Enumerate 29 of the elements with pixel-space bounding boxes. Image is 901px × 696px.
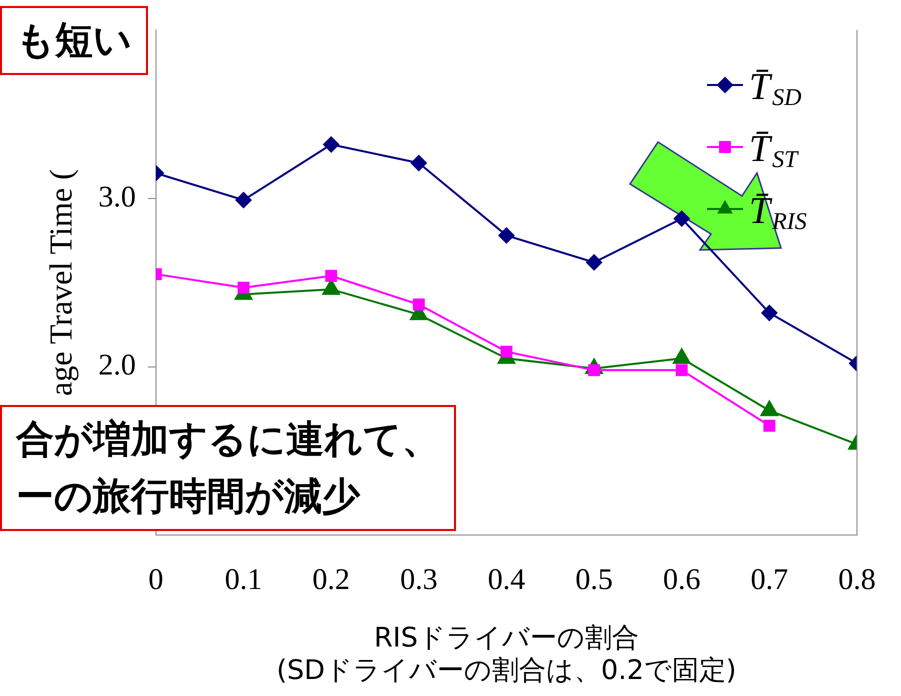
point bbox=[498, 227, 514, 244]
y-tick-label: 2.0 bbox=[98, 348, 136, 382]
x-tick-label: 0.5 bbox=[575, 563, 613, 596]
point bbox=[761, 304, 778, 321]
point bbox=[674, 210, 690, 227]
x-tick-label: 0.6 bbox=[662, 563, 700, 596]
y-tick-label: 3.0 bbox=[98, 180, 136, 214]
point bbox=[500, 346, 512, 358]
y-axis-title: age Travel Time ( bbox=[42, 169, 79, 396]
text: も短い bbox=[0, 6, 148, 75]
point bbox=[325, 270, 338, 282]
point bbox=[323, 136, 340, 153]
point bbox=[412, 298, 425, 310]
point bbox=[238, 282, 250, 294]
point bbox=[410, 155, 427, 172]
point bbox=[236, 192, 252, 208]
x-axis-title: RISドライバーの割合 (SDドライバーの割合は、0.2で固定) bbox=[276, 622, 736, 686]
x-tick-label: 0.2 bbox=[312, 563, 350, 596]
point bbox=[676, 364, 688, 376]
x-tick-label: 0 bbox=[148, 563, 164, 596]
point bbox=[586, 254, 602, 270]
x-tick-label: 0.4 bbox=[488, 563, 526, 596]
x-tick-label: 0.1 bbox=[224, 563, 262, 596]
annotation: 合が増加するに連れて、 bbox=[16, 416, 440, 463]
x-tick-label: 0.3 bbox=[400, 563, 438, 596]
point bbox=[763, 420, 776, 432]
x-tick-label: 0.8 bbox=[838, 563, 876, 596]
x-tick-label: 0.7 bbox=[750, 563, 788, 596]
annotation: ーの旅行時間が減少 bbox=[16, 473, 362, 520]
